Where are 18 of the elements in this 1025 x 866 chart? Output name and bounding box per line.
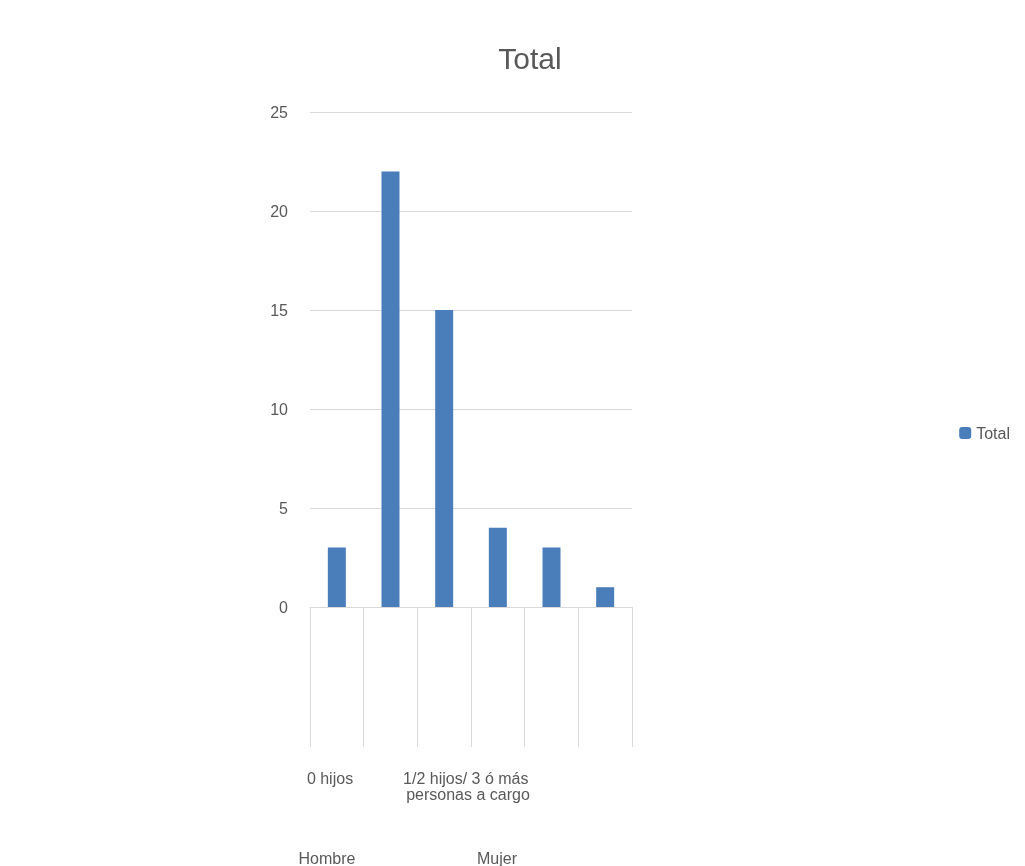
bar	[596, 587, 615, 607]
y-tick-label: 25	[270, 103, 289, 121]
bar	[435, 310, 454, 607]
y-tick-label: 5	[279, 499, 289, 517]
chart-title: Total	[498, 41, 562, 75]
y-tick-label: 0	[279, 598, 289, 616]
legend-label: Total	[976, 424, 1010, 442]
bar	[381, 171, 400, 607]
text: Mujer	[476, 849, 518, 866]
bar	[542, 547, 561, 607]
text: 0 hijos	[306, 769, 354, 787]
y-tick-label: 10	[270, 400, 289, 418]
bar	[327, 547, 346, 607]
y-tick-label: 15	[270, 301, 289, 319]
bar	[488, 527, 507, 607]
text: Hombre	[298, 849, 356, 866]
text: 1/2 hijos/ 3 ó más personas a cargo	[403, 769, 533, 803]
y-tick-label: 20	[270, 202, 289, 220]
